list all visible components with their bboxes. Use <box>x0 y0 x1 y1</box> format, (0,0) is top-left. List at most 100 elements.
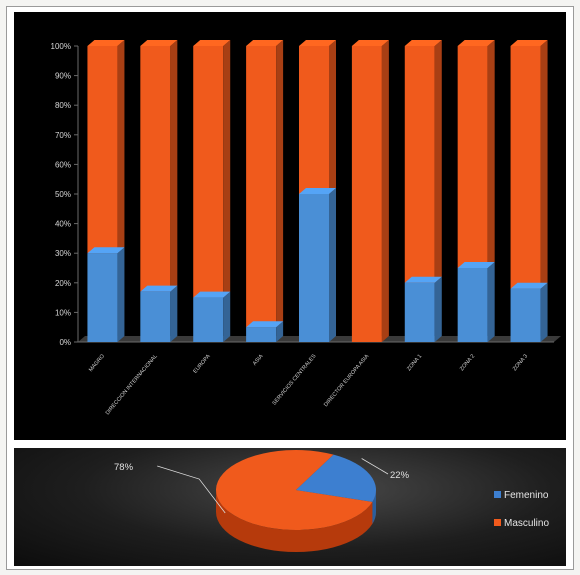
y-tick-label: 90% <box>55 72 71 81</box>
bar-femenino-6-front <box>404 282 435 342</box>
pie-chart: 22% 78% Femenino Masculino <box>114 450 549 552</box>
legend-swatch-masculino <box>494 519 501 526</box>
bar-masculino-7-top <box>457 40 495 46</box>
leader-line-femenino <box>361 458 389 475</box>
stacked-bar-chart: 0%10%20%30%40%50%60%70%80%90%100%MAGRODI… <box>51 40 561 416</box>
bar-femenino-1-front <box>140 291 171 342</box>
x-tick-label: SERVICIOS CENTRALES <box>272 353 318 406</box>
bar-femenino-8-front <box>510 288 541 342</box>
bar-femenino-6-side <box>434 276 442 342</box>
bar-masculino-6-side <box>434 40 442 283</box>
bar-femenino-1-side <box>170 285 178 342</box>
x-tick-label: MAGRO <box>88 353 106 373</box>
y-tick-label: 10% <box>55 308 71 317</box>
pie-slice-masculino <box>216 450 373 530</box>
bar-masculino-1-top <box>140 40 178 46</box>
bar-femenino-4-front <box>299 194 329 342</box>
pie-label-femenino: 22% <box>390 470 410 481</box>
pie-chart-panel: 22% 78% Femenino Masculino <box>14 448 566 566</box>
bar-femenino-7-top <box>457 262 495 268</box>
y-tick-label: 70% <box>55 131 71 140</box>
bar-masculino-3-side <box>276 40 284 328</box>
bar-femenino-8 <box>510 282 548 342</box>
bar-masculino-7 <box>457 40 495 268</box>
y-tick-label: 80% <box>55 101 71 110</box>
bar-masculino-8 <box>510 40 548 289</box>
x-tick-label: ZONA 1 <box>406 353 423 372</box>
y-tick-label: 50% <box>55 190 71 199</box>
bar-masculino-5-front <box>351 46 382 342</box>
legend-label-masculino: Masculino <box>504 518 549 529</box>
bar-femenino-6-top <box>404 276 442 283</box>
bar-masculino-3 <box>246 40 284 328</box>
bar-masculino-6-front <box>404 46 435 283</box>
bar-masculino-0-front <box>87 46 118 254</box>
y-tick-label: 40% <box>55 220 71 229</box>
x-tick-label: ZONA 3 <box>512 353 529 372</box>
bar-femenino-4 <box>299 188 336 342</box>
bar-femenino-8-top <box>510 282 548 289</box>
bar-masculino-7-side <box>487 40 495 268</box>
bar-femenino-2-top <box>193 291 231 298</box>
bar-masculino-6-top <box>404 40 442 46</box>
bar-femenino-6 <box>404 276 442 342</box>
bar-femenino-4-side <box>329 188 336 342</box>
bar-masculino-8-side <box>540 40 548 289</box>
bar-masculino-1-front <box>140 46 171 292</box>
bar-femenino-3-front <box>246 327 277 342</box>
y-tick-label: 20% <box>55 279 71 288</box>
bar-femenino-0-top <box>87 247 125 254</box>
bar-femenino-1-top <box>140 285 178 292</box>
y-tick-label: 60% <box>55 160 71 169</box>
bar-femenino-4-top <box>299 188 336 194</box>
bar-masculino-2 <box>193 40 231 298</box>
bar-femenino-2 <box>193 291 231 342</box>
pie-side-masculino <box>216 490 376 552</box>
pie-label-masculino: 78% <box>114 462 134 473</box>
bar-masculino-5-top <box>351 40 389 46</box>
bar-masculino-3-top <box>246 40 284 46</box>
bar-masculino-5-side <box>381 40 389 342</box>
bar-femenino-0-front <box>87 253 118 342</box>
bar-masculino-4-side <box>329 40 336 194</box>
bar-masculino-1 <box>140 40 178 292</box>
y-tick-label: 0% <box>59 338 71 347</box>
leader-line-masculino <box>157 465 226 514</box>
bar-femenino-3 <box>246 321 284 342</box>
bar-masculino-6 <box>404 40 442 283</box>
bar-masculino-4 <box>299 40 336 194</box>
bar-masculino-2-top <box>193 40 231 46</box>
bar-masculino-0-side <box>117 40 125 254</box>
bar-femenino-7 <box>457 262 495 342</box>
bar-masculino-0-top <box>87 40 125 46</box>
legend-swatch-femenino <box>494 491 501 498</box>
bar-femenino-8-side <box>540 282 548 342</box>
bar-femenino-2-front <box>193 297 224 342</box>
bar-masculino-4-front <box>299 46 329 194</box>
bar-masculino-2-side <box>223 40 231 298</box>
bar-femenino-0-side <box>117 247 125 342</box>
y-tick-label: 30% <box>55 249 71 258</box>
bar-femenino-1 <box>140 285 178 342</box>
bar-masculino-1-side <box>170 40 178 292</box>
bar-masculino-3-front <box>246 46 277 328</box>
pie-side-femenino <box>372 490 376 524</box>
legend-label-femenino: Femenino <box>504 490 549 501</box>
bar-femenino-3-top <box>246 321 284 328</box>
stacked-bar-chart-panel: 0% 10% 20% 30% 40% 50% 60% 70% 80% 90% 100% MAGRO DI… <box>14 12 566 440</box>
bar-masculino-5 <box>351 40 389 342</box>
x-tick-label: EUROPA <box>192 353 211 375</box>
x-tick-label: ZONA 2 <box>459 353 476 372</box>
bar-femenino-7-side <box>487 262 495 342</box>
bar-femenino-2-side <box>223 291 231 342</box>
bar-masculino-0 <box>87 40 125 254</box>
y-tick-label: 100% <box>51 42 71 51</box>
x-tick-label: DIRECCION INTERNACIONAL <box>105 353 159 416</box>
bar-masculino-2-front <box>193 46 224 298</box>
pie-slice-femenino <box>296 454 377 502</box>
bar-femenino-0 <box>87 247 125 342</box>
bar-masculino-8-front <box>510 46 541 289</box>
bar-masculino-8-top <box>510 40 548 46</box>
x-tick-label: DIRECTOR EUROPA ASIA <box>323 353 371 408</box>
pie-side <box>216 490 376 552</box>
